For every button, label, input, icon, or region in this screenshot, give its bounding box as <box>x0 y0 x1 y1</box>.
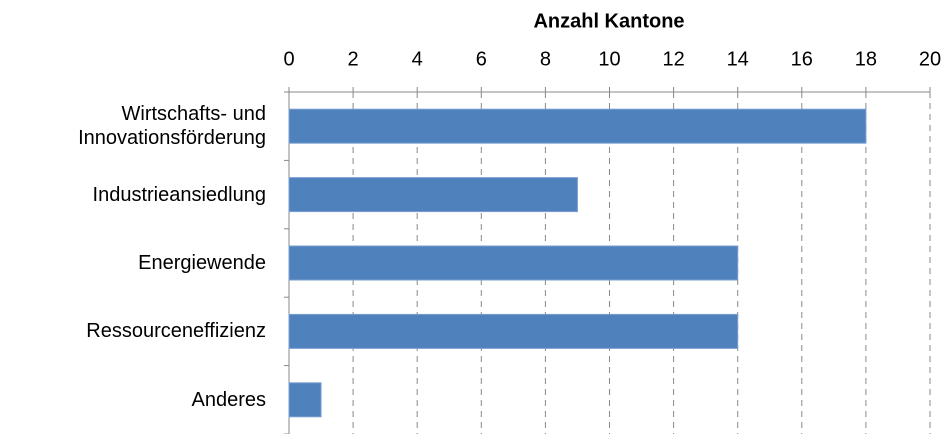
x-tick-label: 6 <box>476 48 487 70</box>
x-tick-label: 16 <box>791 48 813 70</box>
bar <box>288 108 867 144</box>
y-tick-label: Anderes <box>191 388 267 411</box>
bar <box>288 177 578 213</box>
x-tick-label: 14 <box>727 48 749 70</box>
x-tick-label: 0 <box>283 48 294 70</box>
x-tick-label: 20 <box>919 48 941 70</box>
x-tick-label: 2 <box>348 48 359 70</box>
y-tick-label: Energiewende <box>138 252 266 274</box>
y-tick-label: Industrieansiedlung <box>92 183 266 206</box>
x-tick-label: 4 <box>412 48 423 70</box>
y-tick-label: Ressourceneffizienz <box>86 320 266 343</box>
x-tick-label: 8 <box>540 48 551 70</box>
bar <box>288 313 739 349</box>
bar <box>288 382 322 418</box>
bar <box>288 245 739 281</box>
y-tick-label: Wirtschafts- und Innovationsförderung <box>78 103 266 150</box>
x-tick-label: 10 <box>598 48 620 70</box>
x-tick-label: 18 <box>855 48 877 70</box>
x-axis-title: Anzahl Kantone <box>533 10 684 32</box>
x-tick-label: 12 <box>662 48 684 70</box>
